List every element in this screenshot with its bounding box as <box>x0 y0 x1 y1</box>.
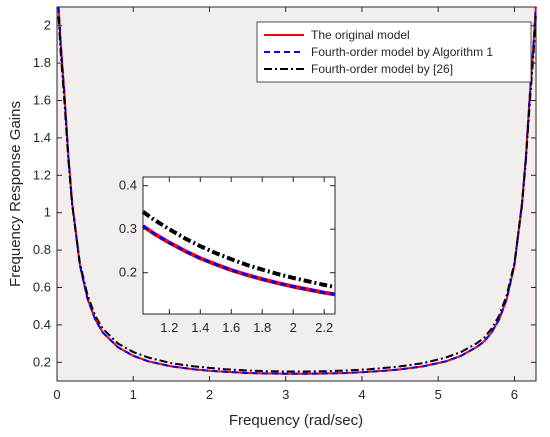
main-x-tick-label: 6 <box>511 387 518 402</box>
main-series-line-2 <box>57 6 537 375</box>
inset-y-tick-label: 0.3 <box>119 221 137 236</box>
y-axis-ticks: 0.2 0.4 0.6 0.8 1 1.2 1.4 1.6 1.8 2 <box>33 18 536 369</box>
main-x-tick-label: 3 <box>282 387 289 402</box>
main-y-tick-label: 1.6 <box>33 93 51 108</box>
main-x-tick-label: 4 <box>358 387 365 402</box>
main-y-tick-label: 1.8 <box>33 55 51 70</box>
main-y-tick-label: 1 <box>44 205 51 220</box>
inset-series-lines <box>141 210 336 297</box>
inset-x-tick-label: 2 <box>290 320 297 335</box>
inset-x-axis-ticks: 1.2 1.4 1.6 1.8 2 2.2 <box>160 177 333 335</box>
legend-label-algorithm1: Fourth-order model by Algorithm 1 <box>311 45 493 59</box>
main-x-tick-label: 1 <box>130 387 137 402</box>
inset-x-tick-label: 1.6 <box>222 320 240 335</box>
inset-x-tick-label: 1.2 <box>160 320 178 335</box>
main-y-tick-label: 0.8 <box>33 242 51 257</box>
inset-series-line-2 <box>142 224 336 296</box>
inset-x-tick-label: 1.8 <box>253 320 271 335</box>
legend: The original model Fourth-order model by… <box>256 21 532 83</box>
main-y-tick-label: 0.6 <box>33 280 51 295</box>
y-axis-title: Frequency Response Gains <box>7 101 24 287</box>
inset-x-tick-label: 2.2 <box>315 320 333 335</box>
legend-label-ref26: Fourth-order model by [26] <box>311 62 453 76</box>
main-series-line-3 <box>57 16 537 373</box>
main-y-tick-label: 2 <box>44 18 51 33</box>
inset-y-tick-label: 0.2 <box>119 265 137 280</box>
x-axis-ticks: 0 1 2 3 4 5 6 <box>53 7 518 402</box>
legend-label-original: The original model <box>311 28 410 42</box>
main-y-tick-label: 1.4 <box>33 130 51 145</box>
inset-x-tick-label: 1.4 <box>191 320 209 335</box>
main-x-tick-label: 0 <box>53 387 60 402</box>
legend-box <box>256 21 532 83</box>
main-y-tick-label: 1.2 <box>33 167 51 182</box>
inset-chart: 1.2 1.4 1.6 1.8 2 2.2 0.2 0.3 0.4 <box>119 176 336 335</box>
inset-y-axis-ticks: 0.2 0.3 0.4 <box>119 178 335 280</box>
inset-series-line-3 <box>141 210 336 289</box>
inset-y-tick-label: 0.4 <box>119 178 137 193</box>
main-x-tick-label: 5 <box>435 387 442 402</box>
main-y-tick-label: 0.4 <box>33 317 51 332</box>
main-x-tick-label: 2 <box>206 387 213 402</box>
main-series-lines <box>57 6 537 375</box>
x-axis-title: Frequency (rad/sec) <box>229 412 363 429</box>
main-y-tick-label: 0.2 <box>33 354 51 369</box>
